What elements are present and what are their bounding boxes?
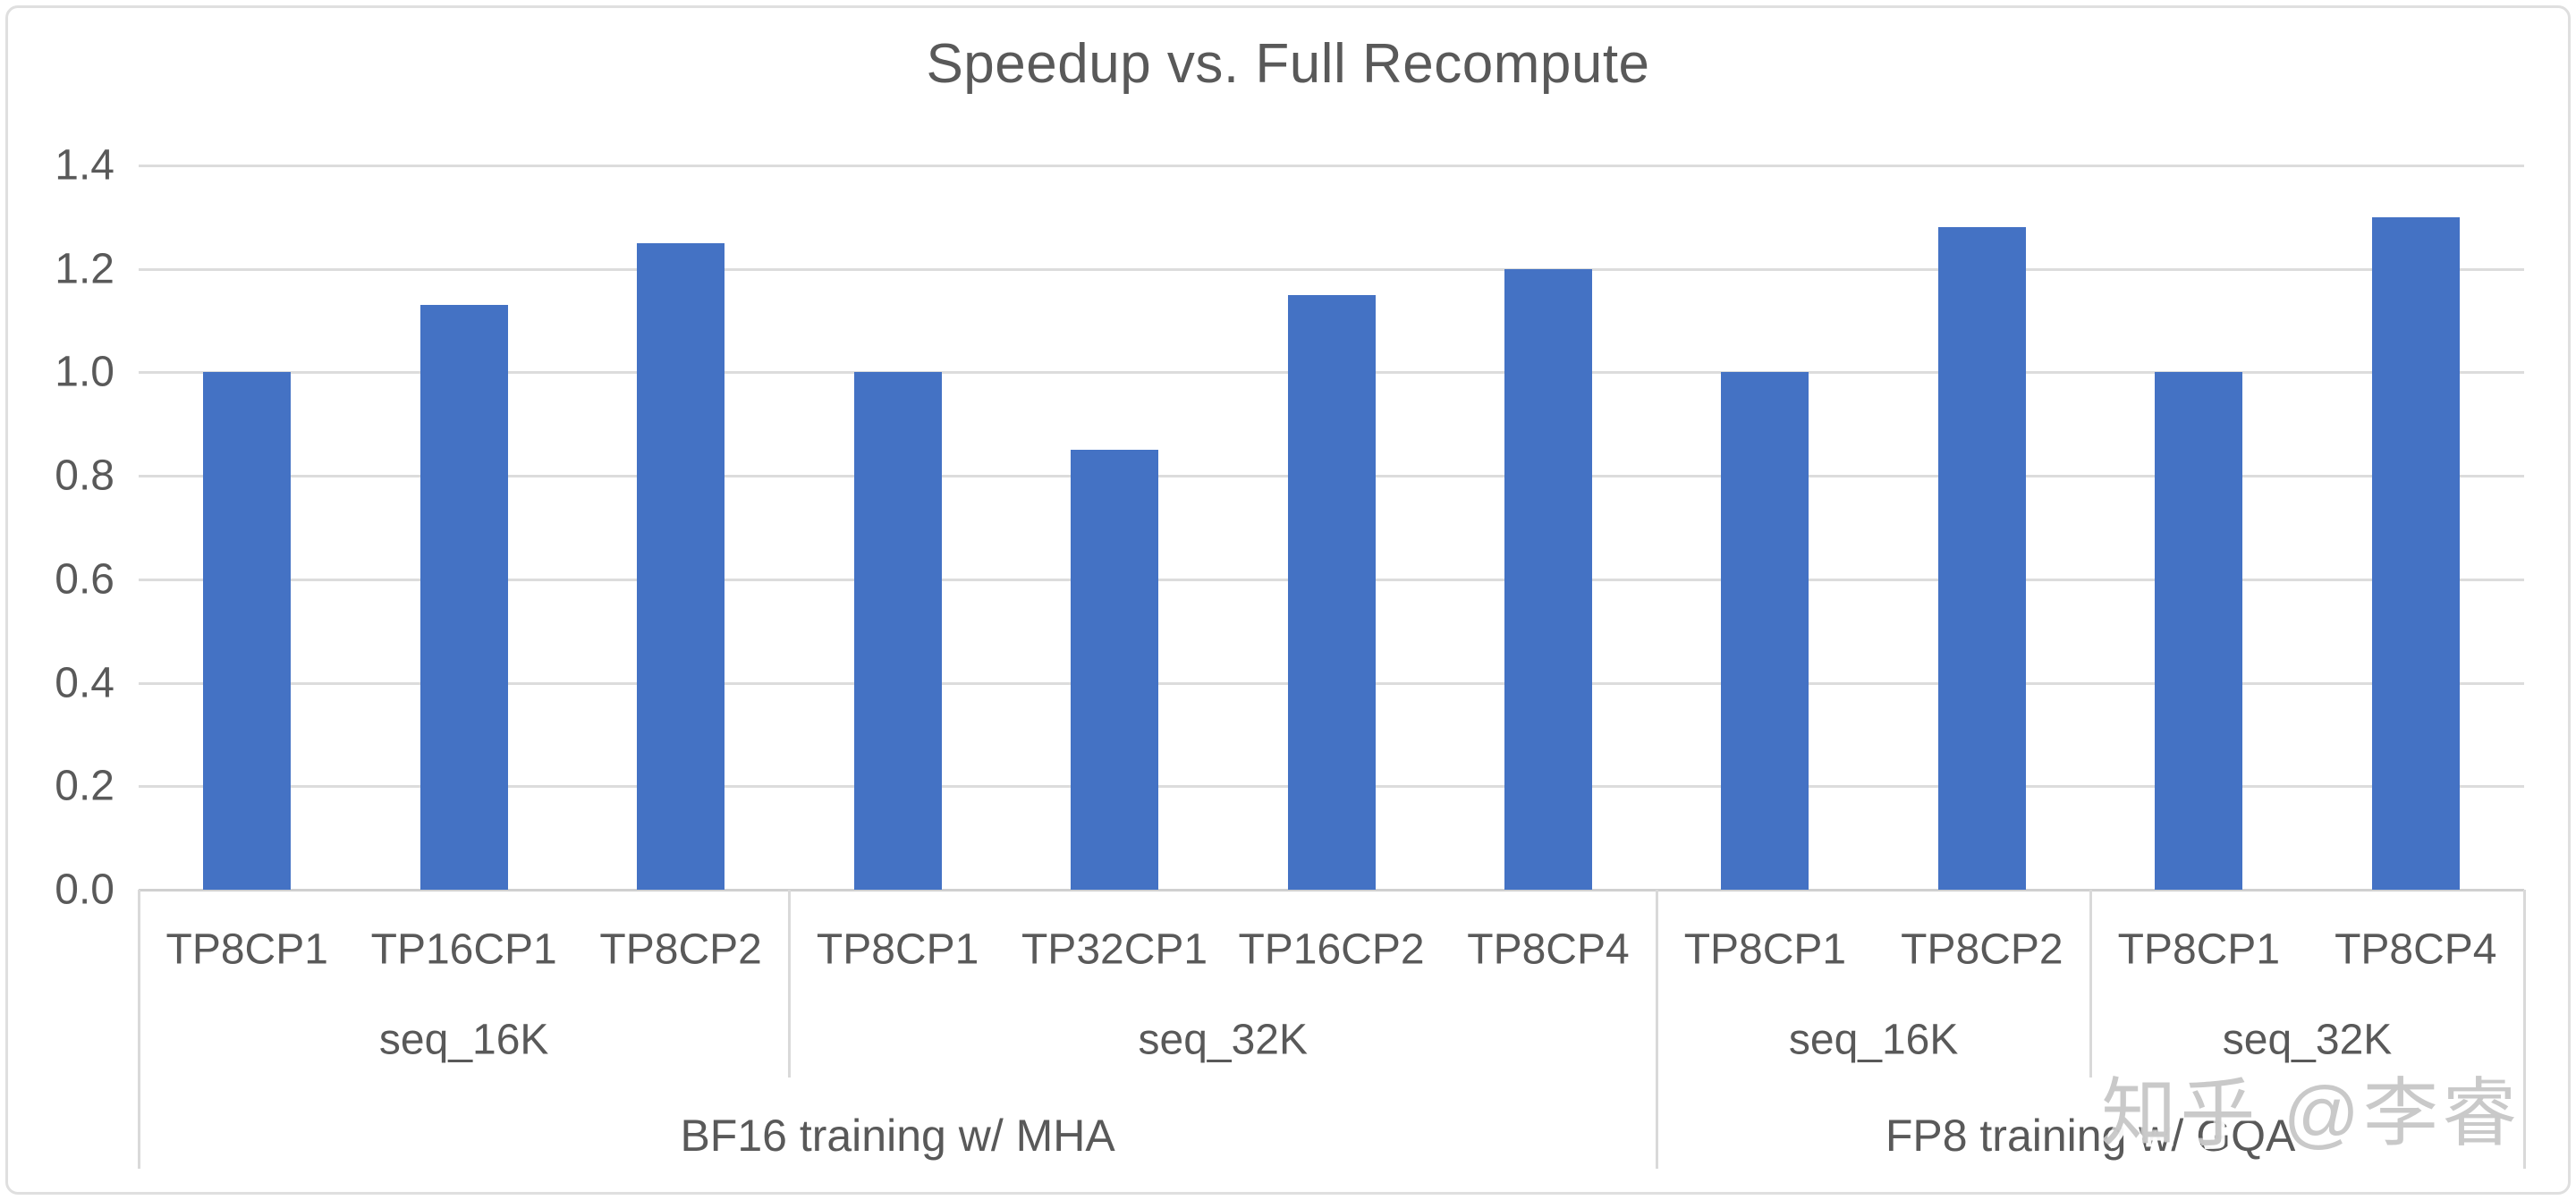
group-divider [1655, 890, 1658, 1169]
y-tick-label: 0.2 [55, 762, 114, 810]
category-label: TP16CP2 [1238, 925, 1425, 974]
y-tick-label: 1.4 [55, 141, 114, 190]
subgroup-label: seq_16K [1788, 1016, 1959, 1064]
y-tick-label: 1.2 [55, 245, 114, 293]
watermark: 知乎 @李睿 [2101, 1071, 2521, 1155]
category-label: TP16CP1 [370, 925, 557, 974]
y-tick-label: 0.6 [55, 555, 114, 604]
group-label: FP8 training w/ GQA [1885, 1111, 2296, 1161]
bar [1504, 268, 1592, 890]
category-label: TP8CP4 [2334, 925, 2497, 974]
subgroup-label: seq_32K [1138, 1016, 1309, 1064]
bar [419, 305, 508, 890]
gridline [139, 267, 2524, 271]
bar [2155, 372, 2243, 890]
category-label: TP8CP2 [1901, 925, 2063, 974]
bar [853, 372, 942, 890]
gridline [139, 165, 2524, 167]
category-label: TP8CP4 [1467, 925, 1630, 974]
category-label: TP32CP1 [1021, 925, 1208, 974]
y-tick-label: 0.0 [55, 866, 114, 914]
category-label: TP8CP2 [599, 925, 762, 974]
subgroup-divider [787, 890, 791, 1077]
bar [637, 242, 725, 890]
category-table-left-edge [137, 890, 140, 1169]
y-tick-label: 0.4 [55, 659, 114, 707]
category-label: TP8CP1 [1683, 925, 1847, 974]
bar [1287, 294, 1376, 890]
x-axis-line [139, 889, 2524, 892]
category-label: TP8CP1 [2117, 925, 2281, 974]
bar [1937, 227, 2026, 890]
subgroup-divider [2089, 890, 2092, 1077]
bar [2371, 216, 2460, 890]
chart-title: Speedup vs. Full Recompute [926, 33, 1650, 95]
bar [203, 372, 292, 890]
subgroup-label: seq_16K [378, 1016, 549, 1064]
category-table-right-edge [2522, 890, 2526, 1169]
y-tick-label: 1.0 [55, 348, 114, 396]
category-label: TP8CP1 [165, 925, 328, 974]
group-label: BF16 training w/ MHA [680, 1111, 1115, 1161]
bar [1721, 372, 1809, 890]
bar [1071, 450, 1159, 890]
subgroup-label: seq_32K [2222, 1016, 2393, 1064]
category-label: TP8CP1 [816, 925, 979, 974]
y-tick-label: 0.8 [55, 452, 114, 500]
